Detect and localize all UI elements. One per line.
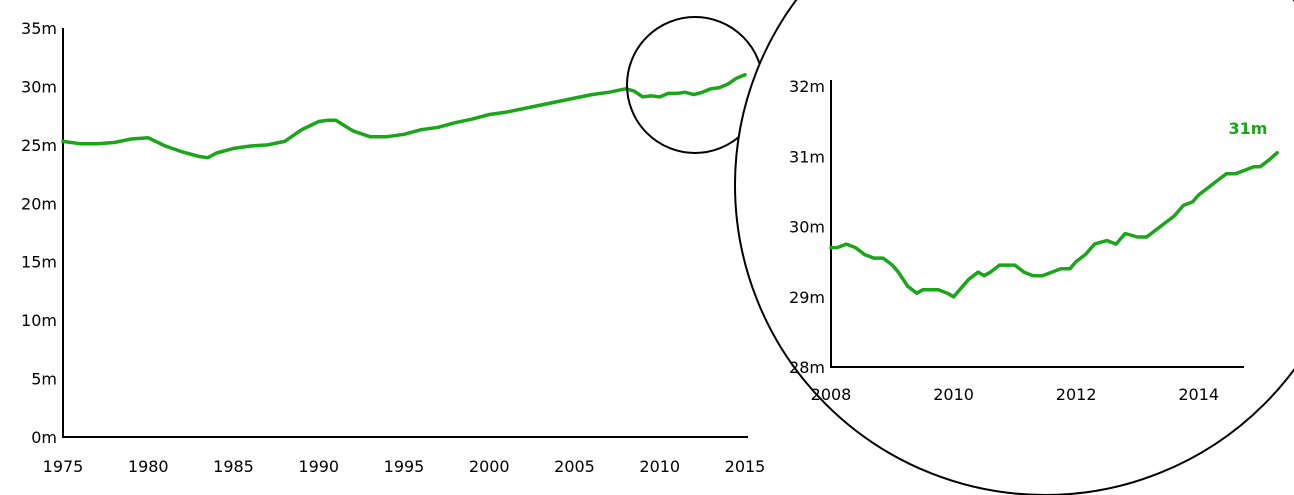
main-y-tick-label: 35m bbox=[21, 19, 57, 38]
main-y-tick-label: 25m bbox=[21, 136, 57, 155]
inset-y-tick-label: 28m bbox=[789, 358, 825, 377]
inset-y-tick-label: 29m bbox=[789, 288, 825, 307]
inset-x-tick-labels: 2008 2010 2012 2014 bbox=[811, 385, 1219, 404]
inset-y-tick-label: 32m bbox=[789, 77, 825, 96]
inset-x-tick-label: 2010 bbox=[933, 385, 974, 404]
main-series-points bbox=[62, 74, 746, 158]
inset-magnifier-circle bbox=[734, 0, 1294, 495]
main-x-tick-label: 1980 bbox=[128, 457, 169, 476]
inset-y-tick-labels: 28m 29m 30m 31m 32m bbox=[789, 77, 825, 377]
main-x-tick-label: 1985 bbox=[213, 457, 254, 476]
main-y-tick-label: 0m bbox=[31, 428, 57, 447]
main-x-tick-label: 2015 bbox=[725, 457, 766, 476]
main-x-tick-label: 1995 bbox=[384, 457, 425, 476]
inset-y-tick-label: 31m bbox=[789, 147, 825, 166]
main-y-tick-label: 10m bbox=[21, 311, 57, 330]
inset-x-tick-label: 2012 bbox=[1056, 385, 1097, 404]
main-y-tick-label: 20m bbox=[21, 194, 57, 213]
main-x-tick-label: 2010 bbox=[639, 457, 680, 476]
inset-x-tick-label: 2008 bbox=[811, 385, 852, 404]
latest-value-annotation: 31m bbox=[1229, 119, 1268, 138]
main-x-tick-label: 2000 bbox=[469, 457, 510, 476]
main-x-tick-label: 1990 bbox=[298, 457, 339, 476]
main-x-tick-label: 2005 bbox=[554, 457, 595, 476]
main-x-tick-label: 1975 bbox=[43, 457, 84, 476]
main-y-tick-label: 15m bbox=[21, 253, 57, 272]
main-y-tick-labels: 0m 5m 10m 15m 20m 25m 30m 35m bbox=[21, 19, 57, 447]
main-y-tick-label: 5m bbox=[31, 370, 57, 389]
main-x-tick-labels: 1975 1980 1985 1990 1995 2000 2005 2010 2015 bbox=[43, 457, 766, 476]
main-y-tick-label: 30m bbox=[21, 77, 57, 96]
inset-y-tick-label: 30m bbox=[789, 218, 825, 237]
main-series-line bbox=[61, 72, 747, 160]
inset-series-points bbox=[830, 152, 1278, 297]
inset-chart: 28m 29m 30m 31m 32m 2008 2010 2012 2014 31m bbox=[789, 77, 1279, 404]
inset-x-tick-label: 2014 bbox=[1178, 385, 1219, 404]
